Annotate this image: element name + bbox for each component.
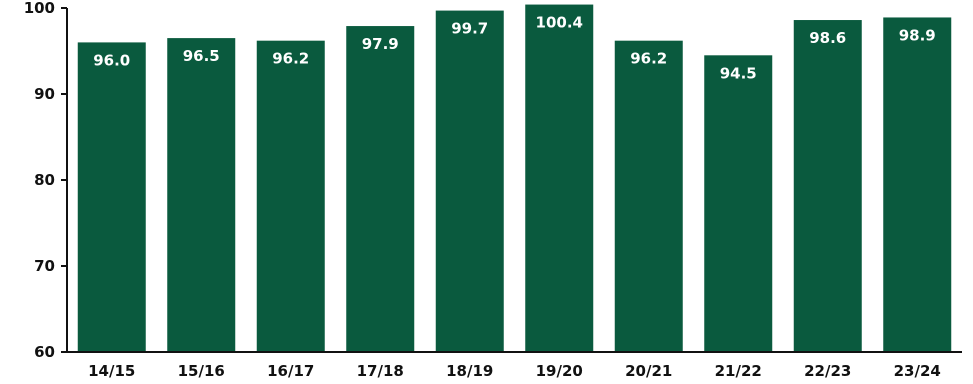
data-label: 96.2 [272,50,309,68]
y-tick-label: 70 [34,257,55,275]
bar-19-20 [525,4,594,353]
x-axis-labels: 14/15 15/16 16/17 17/18 18/19 19/20 20/21 21/22… [88,362,941,380]
data-label: 97.9 [362,35,399,53]
x-category-label: 15/16 [178,362,225,380]
bar-20-21 [614,40,683,353]
x-category-label: 14/15 [88,362,135,380]
y-axis-ticks: 60 70 80 90 100 [24,0,67,361]
y-tick-label: 100 [24,0,55,17]
bar-18-19 [435,10,504,353]
x-category-label: 18/19 [446,362,493,380]
data-label: 100.4 [536,14,583,32]
x-category-label: 23/24 [894,362,941,380]
bar-14-15 [77,42,146,353]
bars [77,4,952,353]
bar-15-16 [167,38,236,352]
bar-16-17 [256,40,325,353]
x-category-label: 19/20 [536,362,583,380]
data-label: 96.2 [630,50,667,68]
data-labels: 96.0 96.5 96.2 97.9 99.7 100.4 96.2 94.5 98.6 98.… [93,14,936,83]
y-tick-label: 60 [34,343,55,361]
data-label: 98.6 [809,29,846,47]
bar-21-22 [704,55,773,353]
bar-23-24 [883,17,952,353]
x-category-label: 22/23 [804,362,851,380]
data-label: 96.0 [93,51,130,69]
bar-17-18 [346,26,415,353]
x-category-label: 16/17 [267,362,314,380]
data-label: 94.5 [720,64,757,82]
data-label: 98.9 [899,26,936,44]
data-label: 96.5 [183,47,220,65]
x-category-label: 17/18 [357,362,404,380]
x-category-label: 20/21 [625,362,672,380]
bar-22-23 [793,20,862,352]
y-tick-label: 90 [34,85,55,103]
data-label: 99.7 [451,20,488,38]
y-tick-label: 80 [34,171,55,189]
x-category-label: 21/22 [715,362,762,380]
